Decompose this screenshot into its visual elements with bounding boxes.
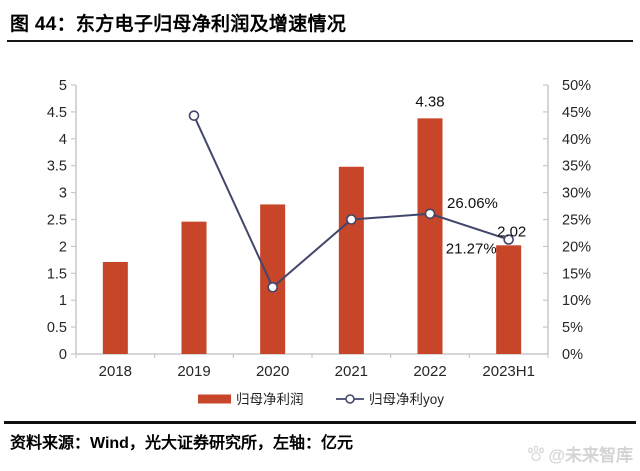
left-axis-tick-label: 2 xyxy=(59,239,67,255)
figure-title: 图 44：东方电子归母净利润及增速情况 xyxy=(10,14,347,35)
left-axis-tick-label: 0.5 xyxy=(47,320,67,336)
left-axis-tick-label: 0 xyxy=(59,347,67,363)
data-label: 2.02 xyxy=(497,224,526,241)
left-axis-tick-label: 1.5 xyxy=(47,266,67,282)
left-axis-tick-label: 3 xyxy=(59,186,67,202)
x-category-label: 2023H1 xyxy=(482,363,535,380)
right-axis-tick-label: 40% xyxy=(562,132,591,148)
legend-line-label: 归母净利yoy xyxy=(369,391,444,407)
right-axis-tick-label: 35% xyxy=(562,159,591,175)
left-axis-tick-label: 5 xyxy=(59,78,67,94)
data-label: 4.38 xyxy=(415,93,444,110)
data-label: 21.27% xyxy=(446,241,497,258)
right-axis-tick-label: 0% xyxy=(562,347,583,363)
yoy-marker xyxy=(503,234,514,245)
data-label: 26.06% xyxy=(447,195,498,212)
right-axis-tick-label: 25% xyxy=(562,213,591,229)
bar-2023H1 xyxy=(496,245,522,354)
source-note: 资料来源：Wind，光大证券研究所，左轴：亿元 xyxy=(10,435,353,452)
legend-bar-swatch xyxy=(198,394,231,404)
right-axis-tick-label: 45% xyxy=(562,105,591,121)
yoy-marker xyxy=(424,208,436,220)
yoy-marker xyxy=(267,281,278,293)
footer-divider xyxy=(4,421,636,424)
left-axis-tick-label: 4.5 xyxy=(47,105,67,121)
left-axis-tick-label: 2.5 xyxy=(47,213,67,229)
left-axis-tick-label: 4 xyxy=(59,132,67,148)
profit-growth-chart-svg: 00.511.522.533.544.550%5%10%15%20%25%30%… xyxy=(47,78,591,407)
right-axis-tick-label: 5% xyxy=(562,320,583,336)
bar-2019 xyxy=(181,221,207,354)
watermark-text: @未来智库 xyxy=(548,446,633,465)
yoy-marker xyxy=(346,214,357,225)
profit-growth-chart: 0 0.5 1 1.5 2 2.5 3 3.5 4 4.5 5 0% 5% 10% 15% 20% 25% 30%… xyxy=(0,55,640,420)
legend-bar-label: 归母净利润 xyxy=(236,391,304,407)
right-axis-tick-label: 15% xyxy=(562,266,591,282)
x-category-label: 2021 xyxy=(335,363,368,380)
yoy-marker xyxy=(188,110,200,121)
x-category-label: 2019 xyxy=(177,363,210,380)
bar-2018 xyxy=(102,262,128,354)
right-axis-tick-label: 10% xyxy=(562,293,591,309)
x-category-label: 2022 xyxy=(413,363,446,380)
title-underline xyxy=(7,40,633,42)
x-category-label: 2018 xyxy=(99,363,132,380)
bar-2022 xyxy=(417,118,443,354)
paw-icon xyxy=(528,445,545,461)
left-axis-tick-label: 3.5 xyxy=(47,159,67,175)
right-axis-tick-label: 50% xyxy=(562,78,591,94)
legend-line-marker xyxy=(345,394,355,404)
right-axis-tick-label: 30% xyxy=(562,186,591,202)
right-axis-tick-label: 20% xyxy=(562,239,591,255)
left-axis-tick-label: 1 xyxy=(59,293,67,309)
x-category-label: 2020 xyxy=(256,363,289,380)
bar-2021 xyxy=(338,166,364,354)
watermark: @未来智库 xyxy=(527,441,633,466)
